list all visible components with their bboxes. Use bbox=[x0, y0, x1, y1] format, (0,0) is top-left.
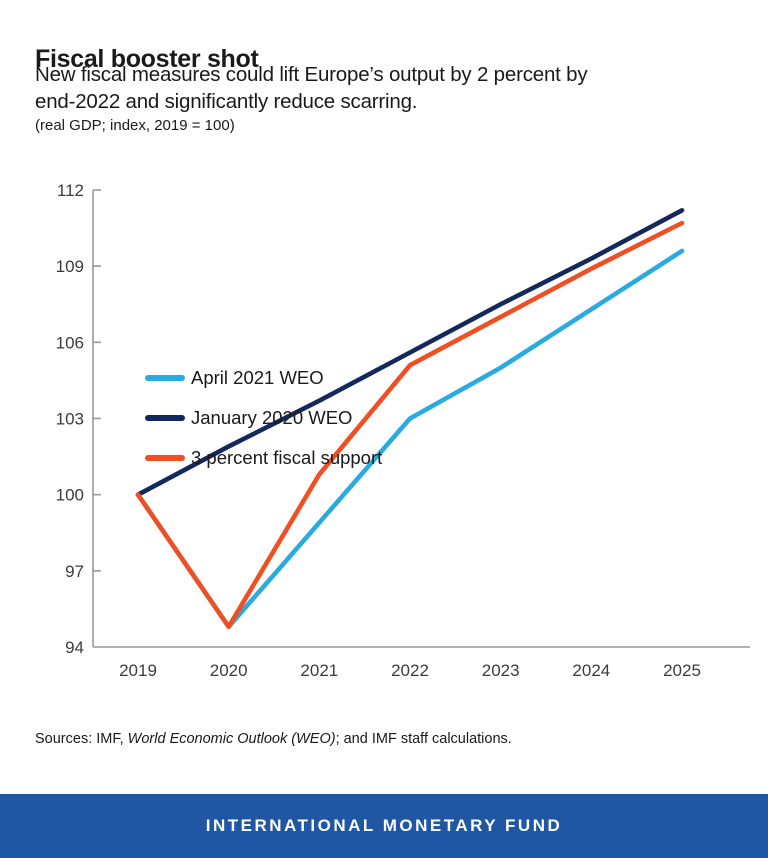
legend-swatch-april-2021-weo-icon bbox=[145, 375, 185, 381]
sources-suffix: ; and IMF staff calculations. bbox=[335, 731, 512, 747]
y-tick-label: 109 bbox=[56, 257, 84, 276]
footer-bar: INTERNATIONAL MONETARY FUND bbox=[0, 794, 768, 858]
x-tick-label: 2024 bbox=[572, 661, 610, 680]
chart-subtitle-line-1: New fiscal measures could lift Europe’s … bbox=[35, 63, 588, 86]
y-tick-label: 100 bbox=[56, 486, 84, 505]
legend-label-april-2021-weo: April 2021 WEO bbox=[191, 367, 324, 388]
line-january-2020-weo bbox=[135, 208, 685, 497]
x-tick-label: 2021 bbox=[300, 661, 338, 680]
x-tick-label: 2022 bbox=[391, 661, 429, 680]
sources-prefix: Sources: IMF, bbox=[35, 731, 128, 747]
legend-swatch-january-2020-weo-icon bbox=[145, 415, 185, 421]
legend-item-april-2021-weo: April 2021 WEO bbox=[145, 366, 382, 390]
sources-note: Sources: IMF, World Economic Outlook (WE… bbox=[35, 731, 512, 747]
y-tick-label: 103 bbox=[56, 409, 84, 428]
y-tick-label: 94 bbox=[65, 638, 84, 657]
legend-swatch-fiscal-support-icon bbox=[145, 455, 185, 461]
y-tick-label: 97 bbox=[65, 562, 84, 581]
chart-area: 94 97 100 103 106 109 112 2019 2020 2021 2022 2023 2… bbox=[0, 170, 768, 700]
x-tick-label: 2025 bbox=[663, 661, 701, 680]
series-lines bbox=[135, 208, 685, 629]
chart-legend: April 2021 WEO January 2020 WEO 3 percen… bbox=[145, 366, 382, 486]
y-tick-label: 112 bbox=[57, 181, 84, 200]
line-3-percent-fiscal-support bbox=[135, 220, 685, 629]
footer-org-name: INTERNATIONAL MONETARY FUND bbox=[205, 816, 563, 835]
sources-publication: World Economic Outlook (WEO) bbox=[127, 731, 336, 747]
y-tick-labels: 94 97 100 103 106 109 112 bbox=[56, 181, 84, 657]
x-tick-label: 2019 bbox=[119, 661, 157, 680]
legend-item-january-2020-weo: January 2020 WEO bbox=[145, 406, 382, 430]
legend-item-fiscal-support: 3 percent fiscal support bbox=[145, 446, 382, 470]
units-note: (real GDP; index, 2019 = 100) bbox=[35, 117, 235, 134]
legend-label-fiscal-support: 3 percent fiscal support bbox=[191, 447, 383, 468]
x-tick-label: 2023 bbox=[482, 661, 520, 680]
chart-subtitle-line-2: end-2022 and significantly reduce scarri… bbox=[35, 90, 418, 113]
legend-label-january-2020-weo: January 2020 WEO bbox=[191, 407, 353, 428]
x-tick-labels: 2019 2020 2021 2022 2023 2024 2025 bbox=[119, 661, 701, 680]
page-title: Fiscal booster shot bbox=[35, 44, 259, 73]
chart-subtitle: New fiscal measures could lift Europe’s … bbox=[35, 61, 588, 115]
y-tick-label: 106 bbox=[56, 333, 84, 352]
axes bbox=[92, 189, 750, 648]
x-tick-label: 2020 bbox=[210, 661, 248, 680]
